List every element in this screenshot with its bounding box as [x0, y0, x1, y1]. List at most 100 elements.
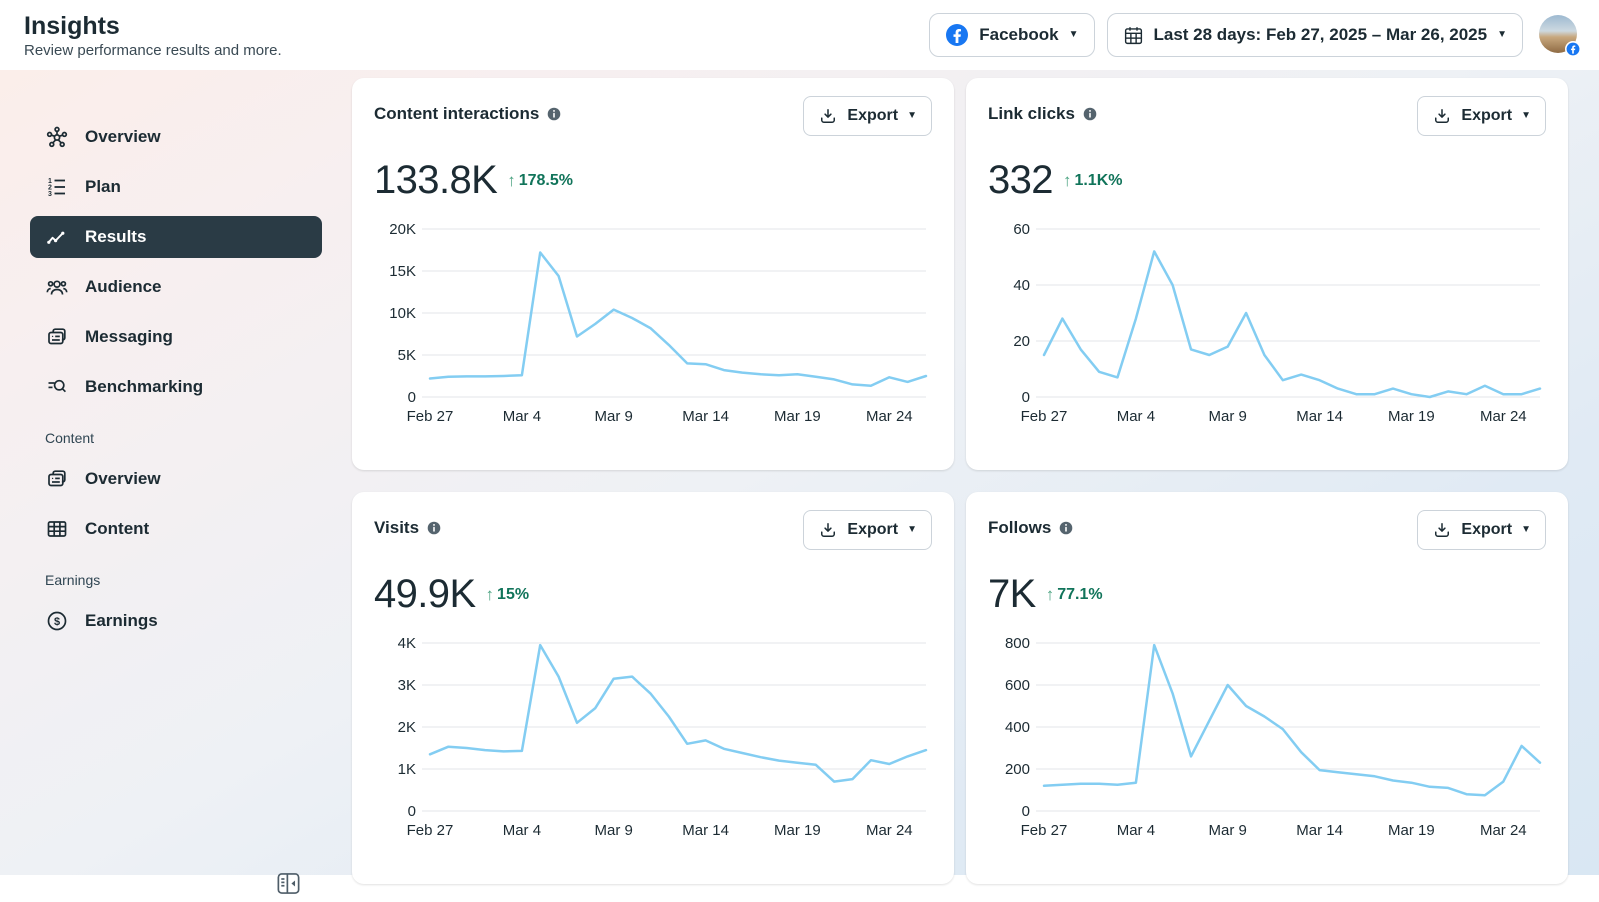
overview-cards-icon [45, 467, 69, 491]
sidebar-item-earnings[interactable]: $ Earnings [30, 600, 322, 642]
svg-text:Mar 24: Mar 24 [866, 822, 913, 839]
info-icon[interactable] [1083, 107, 1097, 121]
sidebar-item-results[interactable]: Results [30, 216, 322, 258]
export-label: Export [847, 521, 899, 538]
dollar-circle-icon: $ [45, 609, 69, 633]
svg-text:Mar 4: Mar 4 [1117, 822, 1155, 839]
svg-text:400: 400 [1005, 719, 1030, 736]
svg-text:Mar 14: Mar 14 [682, 408, 729, 425]
insights-card-grid: Content interactions Export ▼ 133.8K ↑ 1… [352, 78, 1568, 884]
svg-text:0: 0 [408, 803, 416, 820]
export-button[interactable]: Export ▼ [803, 510, 932, 550]
sidebar-item-content[interactable]: Content [30, 508, 322, 550]
metric-delta: ↑ 77.1% [1046, 585, 1103, 605]
export-button[interactable]: Export ▼ [1417, 510, 1546, 550]
collapse-sidebar-button[interactable] [275, 870, 303, 898]
sidebar-item-overview[interactable]: Overview [30, 116, 322, 158]
chevron-down-icon: ▼ [907, 110, 917, 121]
up-arrow-icon: ↑ [485, 584, 495, 604]
export-button[interactable]: Export ▼ [1417, 96, 1546, 136]
card-title: Visits [374, 518, 420, 537]
svg-text:Mar 14: Mar 14 [1296, 408, 1343, 425]
download-icon [818, 106, 838, 126]
delta-percent: 77.1% [1057, 585, 1103, 603]
line-chart[interactable]: 0 5K 10K 15K 20K Feb 27 Mar 4 Mar 9 Mar 14 Mar 19… [374, 215, 932, 429]
chevron-down-icon: ▼ [1068, 29, 1079, 40]
svg-text:1: 1 [48, 178, 52, 185]
sidebar-item-label: Messaging [85, 327, 173, 346]
metric-delta: ↑ 15% [486, 585, 530, 605]
card-title: Link clicks [988, 104, 1075, 123]
svg-text:5K: 5K [398, 347, 416, 364]
svg-text:Mar 19: Mar 19 [774, 408, 821, 425]
sidebar-item-benchmarking[interactable]: Benchmarking [30, 366, 322, 408]
sidebar-item-audience[interactable]: Audience [30, 266, 322, 308]
svg-text:Mar 24: Mar 24 [1480, 408, 1527, 425]
metric-delta: ↑ 178.5% [507, 171, 573, 191]
info-icon[interactable] [547, 107, 561, 121]
sidebar-item-label: Overview [85, 127, 161, 146]
sidebar-item-label: Benchmarking [85, 377, 204, 396]
trend-line-icon [45, 225, 69, 249]
svg-text:40: 40 [1013, 277, 1030, 294]
sidebar-section-earnings: Earnings [45, 572, 101, 588]
line-chart[interactable]: 0 200 400 600 800 Feb 27 Mar 4 Mar 9 Mar 14 Mar 1… [988, 629, 1546, 843]
metric-value: 133.8K [374, 158, 498, 202]
svg-text:Mar 14: Mar 14 [1296, 822, 1343, 839]
sidebar-item-label: Overview [85, 469, 161, 488]
svg-text:Mar 4: Mar 4 [503, 822, 541, 839]
sidebar-item-label: Earnings [85, 611, 158, 630]
page-subtitle: Review performance results and more. [24, 41, 282, 59]
svg-text:Mar 24: Mar 24 [866, 408, 913, 425]
sidebar-item-content-overview[interactable]: Overview [30, 458, 322, 500]
svg-text:3: 3 [48, 191, 52, 198]
chevron-down-icon: ▼ [1521, 110, 1531, 121]
svg-text:0: 0 [1022, 389, 1030, 406]
facebook-badge-icon [1565, 41, 1581, 57]
svg-text:20: 20 [1013, 333, 1030, 350]
chevron-down-icon: ▼ [1521, 524, 1531, 535]
card-follows: Follows Export ▼ 7K ↑ 77.1% [966, 492, 1568, 884]
line-chart[interactable]: 0 1K 2K 3K 4K Feb 27 Mar 4 Mar 9 Mar 14 Mar 19 Mar… [374, 629, 932, 843]
platform-selector-button[interactable]: Facebook ▼ [929, 13, 1095, 57]
top-header: Insights Review performance results and … [0, 0, 1599, 70]
sidebar-item-label: Audience [85, 277, 162, 296]
sidebar-item-messaging[interactable]: Messaging [30, 316, 322, 358]
platform-selector-label: Facebook [979, 25, 1059, 44]
svg-text:Mar 4: Mar 4 [503, 408, 541, 425]
chevron-down-icon: ▼ [1497, 29, 1507, 40]
svg-text:4K: 4K [398, 635, 416, 652]
up-arrow-icon: ↑ [1045, 584, 1055, 604]
download-icon [818, 520, 838, 540]
sidebar-item-label: Plan [85, 177, 121, 196]
date-range-button[interactable]: Last 28 days: Feb 27, 2025 – Mar 26, 202… [1106, 13, 1523, 57]
svg-text:3K: 3K [398, 677, 416, 694]
svg-text:$: $ [54, 616, 60, 628]
delta-percent: 1.1K% [1074, 171, 1123, 189]
svg-text:800: 800 [1005, 635, 1030, 652]
card-visits: Visits Export ▼ 49.9K ↑ 15% [352, 492, 954, 884]
card-title: Content interactions [374, 104, 540, 123]
svg-text:Feb 27: Feb 27 [407, 408, 454, 425]
export-label: Export [1461, 521, 1513, 538]
svg-text:1K: 1K [398, 761, 416, 778]
svg-text:Mar 19: Mar 19 [1388, 408, 1435, 425]
page-title: Insights [24, 11, 120, 40]
svg-text:Mar 24: Mar 24 [1480, 822, 1527, 839]
svg-text:Mar 4: Mar 4 [1117, 408, 1155, 425]
date-range-label: Last 28 days: Feb 27, 2025 – Mar 26, 202… [1153, 25, 1488, 44]
profile-avatar[interactable] [1539, 15, 1581, 57]
svg-text:Feb 27: Feb 27 [1021, 822, 1068, 839]
facebook-logo-icon [945, 23, 969, 47]
svg-text:Mar 9: Mar 9 [595, 822, 633, 839]
info-icon[interactable] [427, 521, 441, 535]
info-icon[interactable] [1059, 521, 1073, 535]
nodes-icon [45, 125, 69, 149]
metric-value: 49.9K [374, 572, 476, 616]
line-chart[interactable]: 0 20 40 60 Feb 27 Mar 4 Mar 9 Mar 14 Mar 19 Mar 2… [988, 215, 1546, 429]
metric-delta: ↑ 1.1K% [1063, 171, 1123, 191]
export-button[interactable]: Export ▼ [803, 96, 932, 136]
